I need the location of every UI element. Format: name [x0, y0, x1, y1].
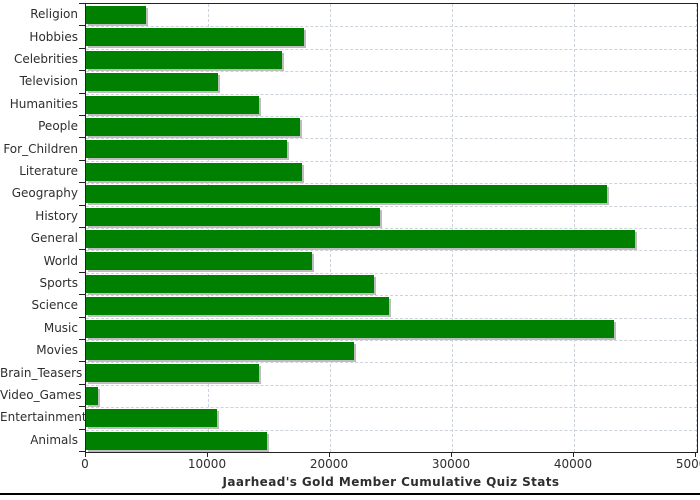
horizontal-gridline — [86, 384, 697, 386]
category-label: Music — [43, 320, 78, 335]
bar-literature — [86, 162, 302, 181]
horizontal-gridline — [86, 93, 697, 95]
y-axis-tick — [79, 3, 86, 4]
horizontal-gridline — [86, 183, 697, 185]
x-axis-tick-label: 0 — [81, 457, 89, 471]
category-label: Movies — [36, 343, 78, 358]
bar-religion — [86, 6, 146, 24]
chart-title: Jaarhead's Gold Member Cumulative Quiz S… — [222, 475, 560, 489]
bar-history — [86, 207, 381, 226]
category-label: Television — [19, 74, 78, 89]
bar-geography — [86, 185, 607, 204]
horizontal-gridline — [86, 407, 697, 409]
y-axis-tick — [79, 406, 86, 408]
horizontal-gridline — [86, 317, 697, 319]
horizontal-gridline — [86, 138, 697, 140]
y-axis-tick — [79, 70, 86, 72]
x-axis-tick — [573, 452, 574, 457]
category-label: Brain_Teasers — [0, 365, 83, 380]
bar-world — [86, 252, 312, 271]
category-label: Video_Games — [0, 388, 82, 402]
bar-entertainment — [86, 409, 217, 428]
y-axis-tick — [79, 271, 86, 273]
x-axis-tick — [329, 452, 330, 457]
y-axis-tick — [79, 92, 86, 94]
y-axis-tick — [79, 115, 86, 116]
bar-animals — [86, 431, 267, 450]
bar-general — [86, 230, 635, 248]
x-axis-tick — [451, 452, 452, 457]
category-label: History — [35, 208, 78, 223]
bar-music — [86, 319, 615, 338]
category-label: Literature — [19, 164, 78, 178]
category-label: General — [30, 231, 78, 246]
horizontal-gridline — [86, 340, 697, 341]
y-axis-tick — [79, 137, 86, 139]
horizontal-gridline — [86, 116, 697, 117]
y-axis-tick — [79, 383, 86, 385]
x-axis-tick-label: 10000 — [187, 457, 227, 471]
category-label: Animals — [30, 432, 78, 447]
bar-people — [86, 118, 300, 136]
bottom-divider — [0, 493, 700, 495]
category-label: Entertainment — [0, 410, 87, 425]
horizontal-gridline — [86, 295, 697, 297]
bar-movies — [86, 342, 355, 360]
x-axis-tick — [207, 452, 208, 457]
horizontal-gridline — [86, 362, 697, 364]
x-axis-tick — [85, 452, 86, 457]
plot-area — [85, 3, 698, 453]
bar-hobbies — [86, 28, 305, 47]
x-axis-tick-label: 50000 — [675, 457, 700, 471]
y-axis-tick — [79, 316, 86, 318]
y-axis-tick — [79, 47, 86, 49]
category-label: Science — [31, 298, 78, 313]
y-axis-tick — [79, 159, 86, 161]
y-axis-tick — [79, 361, 86, 363]
horizontal-gridline — [86, 272, 697, 274]
y-axis-tick — [79, 428, 86, 430]
y-axis-tick — [79, 25, 86, 27]
category-label: World — [43, 253, 78, 268]
horizontal-gridline — [86, 160, 697, 162]
horizontal-gridline — [86, 71, 697, 73]
horizontal-gridline — [86, 48, 697, 50]
x-axis-tick-label: 40000 — [553, 457, 593, 471]
bar-celebrities — [86, 50, 283, 69]
x-axis-tick — [695, 452, 696, 457]
horizontal-gridline — [86, 205, 697, 207]
horizontal-gridline — [86, 26, 697, 28]
bar-for_children — [86, 140, 288, 159]
bar-video_games — [86, 386, 99, 405]
x-axis-tick-label: 30000 — [431, 457, 471, 471]
category-label: People — [38, 119, 78, 134]
bar-science — [86, 297, 389, 316]
y-axis-tick — [79, 227, 86, 228]
horizontal-gridline — [86, 429, 697, 431]
category-label: Geography — [11, 186, 78, 201]
horizontal-gridline — [86, 250, 697, 252]
bar-humanities — [86, 95, 260, 114]
y-axis-tick — [79, 249, 86, 251]
y-axis-tick — [79, 204, 86, 206]
category-label: Celebrities — [13, 52, 78, 66]
category-label: Hobbies — [29, 29, 78, 44]
y-axis-tick — [79, 451, 86, 452]
bar-sports — [86, 274, 374, 293]
category-label: Sports — [39, 276, 78, 290]
category-label: Humanities — [9, 96, 78, 111]
y-axis-tick — [79, 182, 86, 184]
x-axis-tick-label: 20000 — [309, 457, 349, 471]
y-axis-tick — [79, 339, 86, 340]
bar-brain_teasers — [86, 364, 260, 383]
horizontal-gridline — [86, 228, 697, 229]
y-axis-tick — [79, 294, 86, 296]
category-label: For_Children — [3, 141, 78, 156]
category-label: Religion — [30, 7, 78, 22]
bar-television — [86, 73, 218, 92]
